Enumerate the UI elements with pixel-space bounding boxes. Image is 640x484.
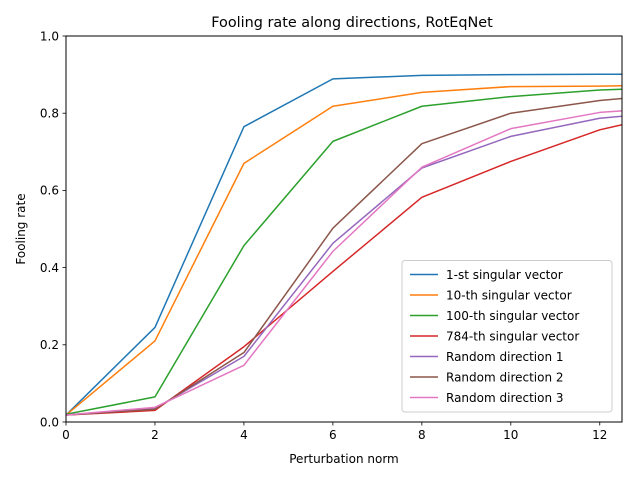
chart-title: Fooling rate along directions, RotEqNet bbox=[211, 15, 493, 31]
x-tick-label-12: 12 bbox=[592, 428, 607, 442]
legend-label-5: Random direction 1 bbox=[446, 350, 564, 364]
plot-frame bbox=[65, 35, 623, 423]
y-axis: 0.0 0.2 0.4 0.6 0.8 1.0 bbox=[40, 29, 66, 429]
legend-label-3: 100-th singular vector bbox=[446, 309, 579, 323]
x-tick-label-10: 10 bbox=[503, 428, 518, 442]
series-line-1 bbox=[66, 73, 622, 417]
series-line-3 bbox=[66, 88, 622, 416]
y-tick-label-1: 0.2 bbox=[40, 338, 59, 352]
y-axis-label: Fooling rate bbox=[14, 193, 28, 264]
x-tick-label-8: 8 bbox=[418, 428, 426, 442]
legend-label-1: 1-st singular vector bbox=[446, 268, 563, 282]
series-line-2 bbox=[66, 85, 622, 417]
legend-label-6: Random direction 2 bbox=[446, 370, 564, 384]
x-tick-label-0: 0 bbox=[62, 428, 70, 442]
y-tick-label-3: 0.6 bbox=[40, 184, 59, 198]
x-tick-label-4: 4 bbox=[240, 428, 248, 442]
y-tick-label-2: 0.4 bbox=[40, 261, 59, 275]
legend-box bbox=[401, 260, 613, 413]
y-tick-label-0: 0.0 bbox=[40, 415, 59, 429]
x-axis: 0 2 4 6 8 10 12 bbox=[62, 422, 607, 442]
x-tick-label-2: 2 bbox=[151, 428, 159, 442]
x-tick-label-6: 6 bbox=[329, 428, 337, 442]
y-tick-label-5: 1.0 bbox=[40, 29, 59, 43]
legend-label-4: 784-th singular vector bbox=[446, 329, 579, 343]
x-axis-label: Perturbation norm bbox=[289, 452, 399, 466]
legend-label-7: Random direction 3 bbox=[446, 391, 564, 405]
legend-label-2: 10-th singular vector bbox=[446, 288, 572, 302]
series-layer bbox=[66, 73, 622, 417]
legend: 1-st singular vector 10-th singular vecto… bbox=[401, 260, 613, 413]
y-tick-label-4: 0.8 bbox=[40, 107, 59, 121]
series-line-7 bbox=[66, 110, 622, 416]
